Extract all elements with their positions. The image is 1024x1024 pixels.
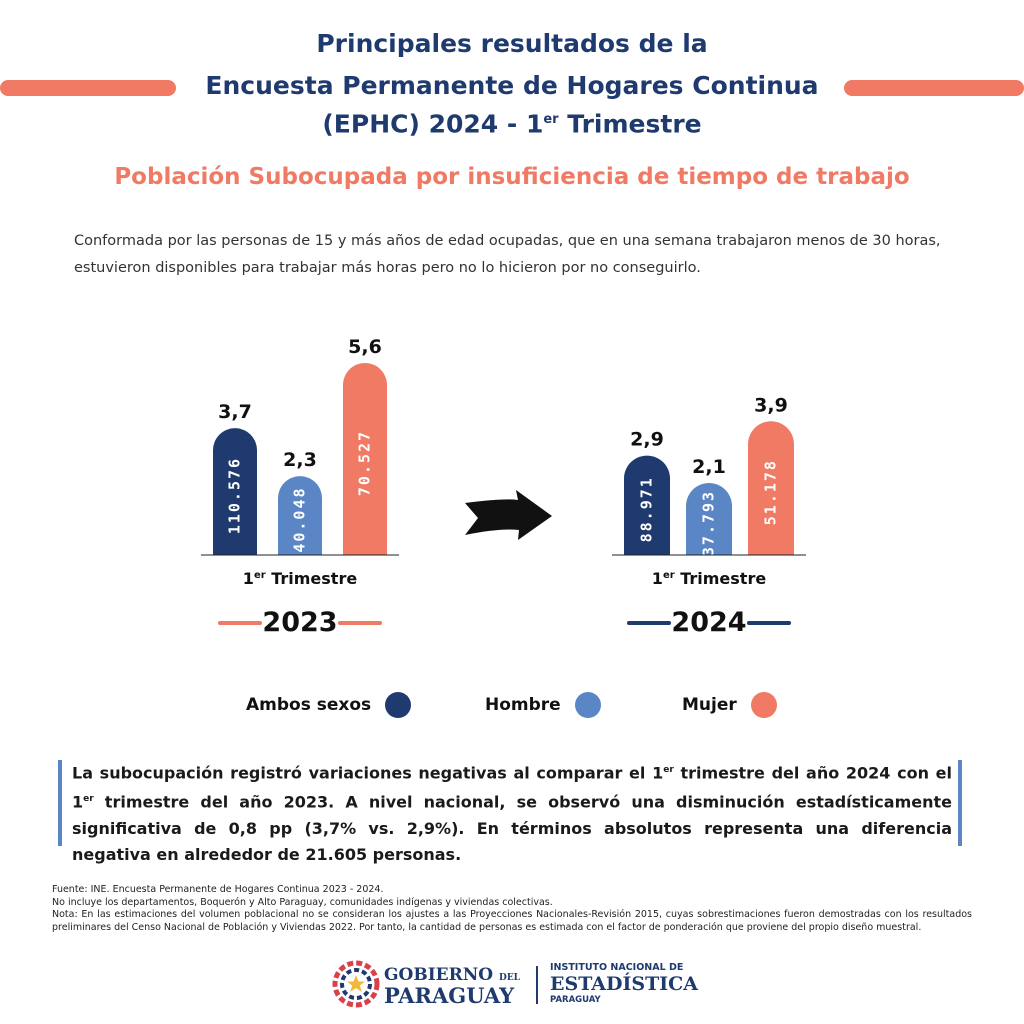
footer-source: Fuente: INE. Encuesta Permanente de Hoga… xyxy=(52,884,384,895)
legend-swatch-hombre xyxy=(574,692,601,718)
count-label-2024-1: 37.793 xyxy=(700,490,718,556)
logo-separator xyxy=(536,966,538,1004)
note-border-right xyxy=(958,760,962,846)
percent-label-2024-0: 2,9 xyxy=(630,429,664,451)
title-line-2: Encuesta Permanente de Hogares Continua xyxy=(205,71,819,100)
percent-label-2023-2: 5,6 xyxy=(348,336,382,358)
description: Conformada por las personas de 15 y más … xyxy=(74,233,941,276)
period-label-2024: 1er Trimestre xyxy=(652,569,767,588)
legend-label-hombre: Hombre xyxy=(485,695,561,715)
footer-coverage: No incluye los departamentos, Boquerón y… xyxy=(52,896,553,908)
percent-label-2024-1: 2,1 xyxy=(692,456,726,478)
title-line-1: Principales resultados de la xyxy=(316,29,708,58)
count-label-2024-2: 51.178 xyxy=(762,459,780,525)
legend-item-mujer: Mujer xyxy=(682,692,777,718)
legend-label-ambos: Ambos sexos xyxy=(246,695,372,715)
legend-swatch-ambos xyxy=(385,692,412,718)
count-label-2024-0: 88.971 xyxy=(638,476,656,542)
legend-label-mujer: Mujer xyxy=(682,695,737,715)
footer-notes: Fuente: INE. Encuesta Permanente de Hoga… xyxy=(52,884,972,934)
summary-note: La subocupación registró variaciones neg… xyxy=(72,763,952,864)
logos: GOBIERNO DEL PARAGUAY INSTITUTO NACIONAL… xyxy=(330,960,700,1010)
government-seal-icon xyxy=(332,960,380,1008)
count-label-2023-1: 40.048 xyxy=(291,486,309,552)
decorative-bar-right xyxy=(844,80,1024,96)
count-label-2023-2: 70.527 xyxy=(356,430,374,496)
bar-2023-2 xyxy=(343,363,387,555)
title-line-3: (EPHC) 2024 - 1er Trimestre xyxy=(322,109,702,139)
legend-swatch-mujer xyxy=(750,692,777,718)
ine-logo-text: INSTITUTO NACIONAL DE ESTADÍSTICA PARAGU… xyxy=(550,962,699,1005)
bar-2024-2 xyxy=(748,421,794,555)
footer-note: Nota: En las estimaciones del volumen po… xyxy=(52,909,972,933)
percent-label-2023-1: 2,3 xyxy=(283,449,317,471)
note-border-left xyxy=(58,760,62,846)
count-label-2023-0: 110.576 xyxy=(226,457,244,534)
subtitle: Población Subocupada por insuficiencia d… xyxy=(114,164,910,190)
arrow-right-icon xyxy=(465,490,552,540)
government-logo-text: GOBIERNO DEL PARAGUAY xyxy=(384,965,521,1008)
period-label-2023: 1er Trimestre xyxy=(243,569,358,588)
bar-2024-0 xyxy=(624,455,670,555)
decorative-bar-left xyxy=(0,80,176,96)
legend-item-hombre: Hombre xyxy=(485,692,601,718)
bar-2023-1 xyxy=(278,476,322,555)
percent-label-2023-0: 3,7 xyxy=(218,401,252,423)
bar-chart: 3,7 110.576 2,3 40.048 5,6 70.527 1er Trimestr… xyxy=(201,336,806,638)
bar-2024-1 xyxy=(686,483,732,555)
year-label-2024: 2024 xyxy=(671,607,746,638)
percent-label-2024-2: 3,9 xyxy=(754,394,788,416)
legend-item-ambos: Ambos sexos xyxy=(246,692,412,718)
year-label-2023: 2023 xyxy=(262,607,337,638)
bar-2023-0 xyxy=(213,428,257,555)
